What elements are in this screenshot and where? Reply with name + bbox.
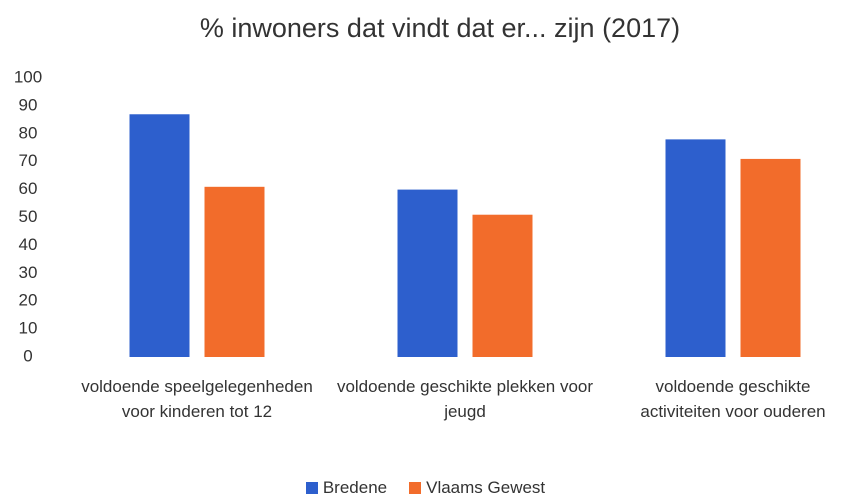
bar: [397, 189, 458, 357]
bar: [665, 139, 726, 357]
y-tick-label: 90: [19, 95, 38, 114]
y-tick-label: 80: [19, 123, 38, 142]
y-tick-label: 10: [19, 319, 38, 338]
legend-label: Bredene: [322, 478, 388, 497]
y-tick-label: 20: [19, 291, 38, 310]
x-tick-label: voldoende geschikte activiteiten voor ou…: [640, 377, 826, 421]
legend-label: Vlaams Gewest: [426, 478, 546, 497]
y-tick-label: 40: [19, 235, 38, 254]
bar: [472, 214, 533, 357]
bar: [204, 186, 265, 357]
y-tick-label: 70: [19, 151, 38, 170]
legend-swatch: [409, 482, 422, 494]
y-tick-label: 30: [19, 263, 38, 282]
x-tick-label: voldoende geschikte plekken voor jeugd: [336, 377, 594, 421]
y-tick-label: 60: [19, 179, 38, 198]
legend: Bredene Vlaams Gewest: [0, 478, 851, 498]
legend-item: Bredene: [305, 478, 388, 498]
bar: [740, 158, 801, 357]
x-tick-label: voldoende speelgelegenheden voor kindere…: [81, 377, 313, 421]
bar: [129, 114, 190, 358]
legend-swatch: [305, 482, 318, 494]
y-tick-label: 50: [19, 207, 38, 226]
y-tick-label: 100: [14, 67, 42, 86]
chart-title: % inwoners dat vindt dat er... zijn (201…: [200, 13, 680, 43]
legend-item: Vlaams Gewest: [409, 478, 545, 498]
y-tick-label: 0: [23, 346, 32, 365]
